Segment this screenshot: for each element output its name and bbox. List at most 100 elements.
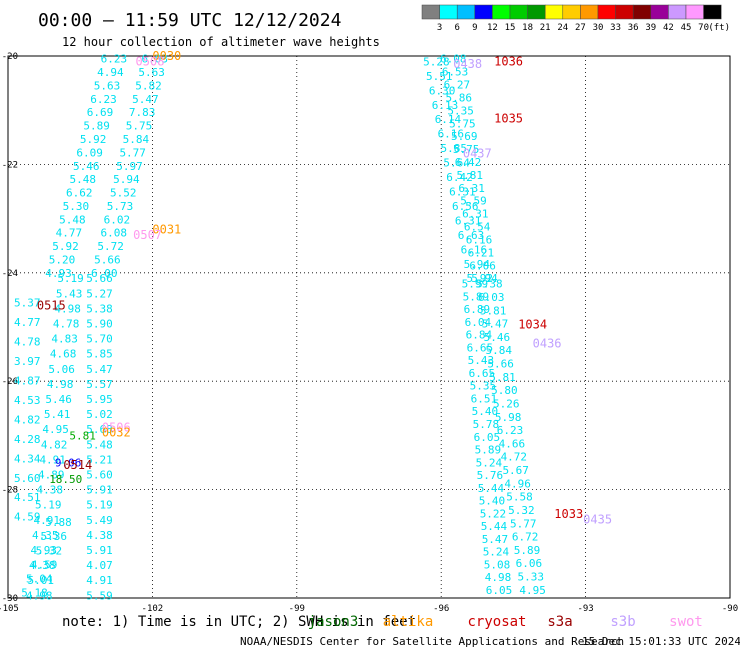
y-tick-label: -22 bbox=[2, 160, 18, 170]
wave-height-label: 5.35 bbox=[470, 380, 497, 393]
wave-height-label: 5.66 bbox=[94, 253, 121, 266]
wave-height-label: 5.47 bbox=[482, 318, 509, 331]
wave-height-marks: 6.035.635.825.477.835.755.845.775.975.94… bbox=[14, 49, 612, 602]
wave-height-label: 5.64 bbox=[443, 157, 470, 170]
wave-height-label: 4.91 bbox=[39, 453, 66, 466]
wave-height-label: 5.89 bbox=[83, 120, 110, 133]
wave-height-label: 4.82 bbox=[41, 438, 68, 451]
wave-height-label: 4.82 bbox=[14, 413, 41, 426]
wave-height-label: 5.85 bbox=[86, 348, 113, 361]
wave-height-label: 5.26 bbox=[493, 397, 520, 410]
wave-height-label: 5.36 bbox=[40, 530, 67, 543]
color-scale-swatch bbox=[632, 4, 652, 20]
wave-height-label: 6.31 bbox=[449, 186, 476, 199]
wave-height-label: 5.69 bbox=[451, 130, 478, 143]
wave-height-label: 5.47 bbox=[86, 363, 113, 376]
pass-time-label: 0435 bbox=[583, 512, 612, 526]
wave-height-label: 4.98 bbox=[485, 571, 512, 584]
wave-height-label: 5.24 bbox=[476, 456, 503, 469]
wave-height-label: 4.98 bbox=[47, 378, 74, 391]
color-scale-swatch bbox=[456, 4, 476, 20]
wave-height-label: 6.42 bbox=[446, 171, 473, 184]
wave-height-label: 6.04 bbox=[465, 316, 492, 329]
color-scale-tick: 45 bbox=[681, 23, 692, 33]
wave-height-label: 6.05 bbox=[474, 431, 501, 444]
color-scale-swatch bbox=[492, 4, 511, 20]
pass-time-label: 1035 bbox=[494, 111, 523, 125]
wave-height-label: 4.77 bbox=[56, 227, 83, 240]
wave-height-label: 6.16 bbox=[466, 233, 493, 246]
wave-height-label: 4.98 bbox=[54, 302, 81, 315]
wave-height-label: 4.35 bbox=[32, 529, 59, 542]
color-scale-swatch bbox=[703, 4, 722, 20]
footer-credit: NOAA/NESDIS Center for Satellite Applica… bbox=[240, 635, 624, 648]
satellite-legend-cryosat: cryosat bbox=[467, 614, 526, 630]
wave-height-label: 6.00 bbox=[91, 267, 118, 280]
wave-height-label: 6.13 bbox=[432, 99, 459, 112]
wave-height-label: 4.38 bbox=[36, 484, 63, 497]
color-scale-tick: 27 bbox=[575, 23, 586, 33]
wave-height-label: 5.27 bbox=[86, 287, 113, 300]
color-scale-tick: 3 bbox=[437, 23, 442, 33]
wave-height-label: 5.43 bbox=[468, 354, 495, 367]
wave-height-label: 5.46 bbox=[484, 331, 511, 344]
wave-height-label: 5.43 bbox=[56, 287, 83, 300]
wave-height-label: 6.69 bbox=[87, 106, 114, 119]
color-scale-tick: 15 bbox=[505, 23, 516, 33]
color-scale-swatch bbox=[421, 4, 440, 20]
wave-height-label: 5.66 bbox=[487, 358, 514, 371]
wave-height-label: 5.92 bbox=[466, 272, 493, 285]
wave-height-label: 5.94 bbox=[464, 258, 491, 271]
wave-height-label: 6.27 bbox=[444, 79, 471, 92]
wave-height-label: 4.95 bbox=[519, 584, 546, 597]
satellite-legend-s3b: s3b bbox=[610, 614, 635, 630]
pass-time-label: 1033 bbox=[554, 507, 583, 521]
pass-time-label: 0030 bbox=[152, 49, 181, 63]
wave-height-label: 4.78 bbox=[14, 336, 41, 349]
wave-height-label: 5.24 bbox=[483, 546, 510, 559]
wave-height-label: 5.28 bbox=[423, 55, 450, 68]
wave-height-label: 5.77 bbox=[119, 146, 146, 159]
color-scale-tick: 12 bbox=[487, 23, 498, 33]
wave-height-label: 4.66 bbox=[499, 437, 526, 450]
wave-height-label: 5.32 bbox=[36, 544, 63, 557]
wave-height-label: 6.23 bbox=[101, 53, 128, 66]
wave-height-label: 6.31 bbox=[455, 214, 482, 227]
wave-height-label: 6.84 bbox=[466, 329, 493, 342]
wave-height-label: 5.57 bbox=[86, 378, 113, 391]
wave-height-label: 6.31 bbox=[462, 208, 489, 221]
wave-height-label: 6.08 bbox=[100, 227, 127, 240]
wave-height-label: 4.83 bbox=[51, 333, 78, 346]
wave-height-label: 5.04 bbox=[26, 572, 53, 585]
wave-height-label: 5.30 bbox=[63, 200, 90, 213]
wave-height-label: 5.85 bbox=[440, 142, 467, 155]
wave-height-label: 4.38 bbox=[86, 529, 113, 542]
wave-height-label: 4.68 bbox=[50, 348, 77, 361]
color-scale-tick: 33 bbox=[610, 23, 621, 33]
wave-height-label: 5.91 bbox=[86, 544, 113, 557]
wave-height-label: 5.99 bbox=[462, 278, 489, 291]
wave-height-label: 5.97 bbox=[116, 160, 143, 173]
color-scale-legend: 3 6 9 12 15 18 21 24 27 30 33 36 39 42 45 70 (ft) bbox=[421, 4, 730, 33]
pass-time-label: 1036 bbox=[494, 54, 523, 68]
wave-height-label: 5.59 bbox=[460, 195, 487, 208]
wave-height-label: 5.48 bbox=[70, 173, 97, 186]
wave-height-label: 6.03 bbox=[142, 53, 169, 66]
wave-height-label: 4.89 bbox=[38, 469, 65, 482]
wave-height-label: 5.19 bbox=[35, 499, 62, 512]
wave-height-label: 5.60 bbox=[14, 472, 41, 485]
wave-height-label: 5.44 bbox=[478, 482, 505, 495]
wave-height-label: 6.23 bbox=[497, 424, 524, 437]
wave-height-label: 6.16 bbox=[461, 243, 488, 256]
wave-height-label: 5.49 bbox=[86, 514, 113, 527]
wave-height-label: 5.59 bbox=[86, 589, 113, 602]
color-scale-swatch bbox=[685, 4, 704, 20]
wave-height-label: 5.58 bbox=[506, 491, 533, 504]
wave-height-label: 5.92 bbox=[52, 240, 79, 253]
color-scale-unit: (ft) bbox=[708, 23, 730, 33]
color-scale-swatch bbox=[580, 4, 599, 20]
satellite-legend-s3a: s3a bbox=[547, 614, 572, 630]
wave-height-label: 6.06 bbox=[516, 557, 543, 570]
wave-height-label: 4.53 bbox=[14, 394, 41, 407]
wave-height-label: 5.20 bbox=[49, 253, 76, 266]
